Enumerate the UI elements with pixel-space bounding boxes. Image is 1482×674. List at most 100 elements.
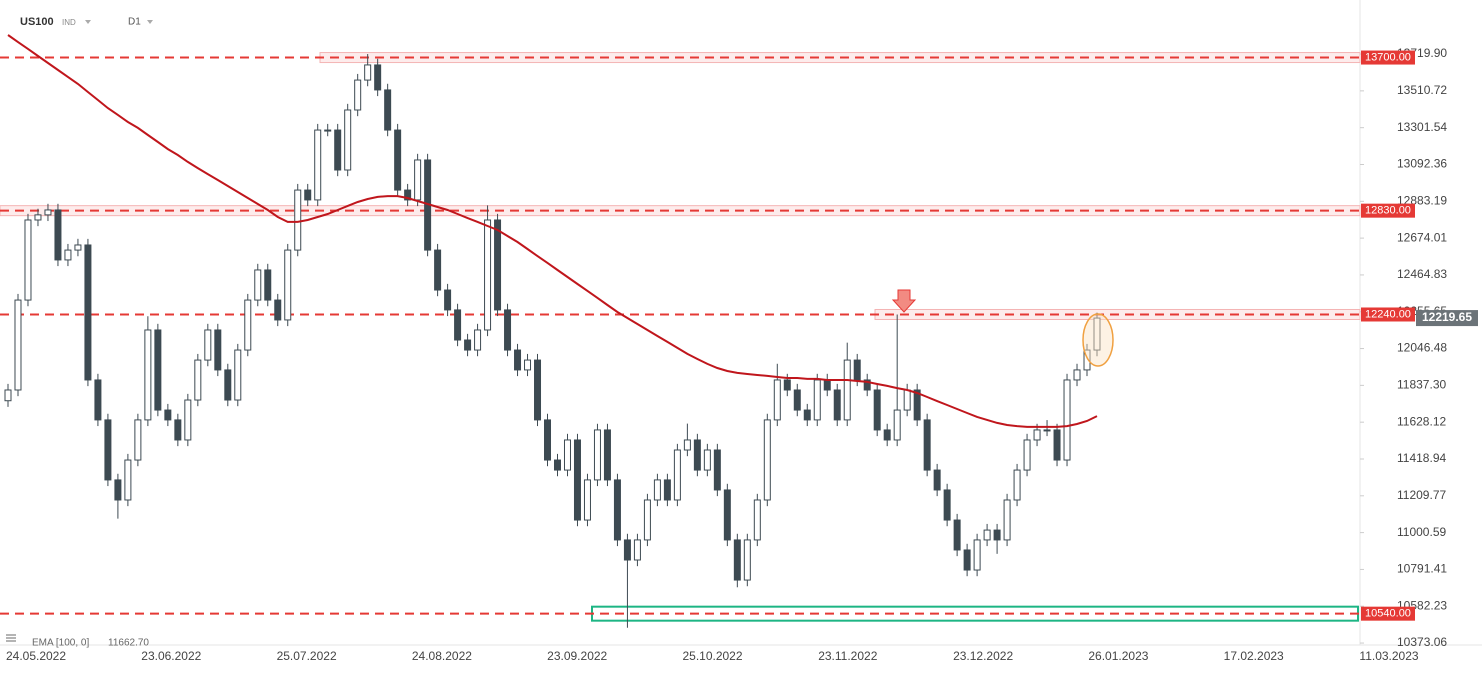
candle-body — [743, 539, 751, 581]
candle-body — [534, 359, 542, 421]
candle-body — [294, 189, 302, 251]
candle-body — [484, 219, 492, 331]
arrow-marker — [891, 289, 917, 313]
y-tick-label: 12464.83 — [1397, 267, 1447, 281]
candle-body — [963, 549, 971, 571]
x-tick-label: 24.08.2022 — [412, 649, 472, 663]
legend-icon — [6, 634, 16, 642]
candle-body — [4, 389, 12, 402]
candle-body — [274, 299, 282, 321]
y-tick-label: 11628.12 — [1397, 414, 1446, 428]
y-tick-label: 13092.36 — [1397, 157, 1447, 171]
level-label: 10540.00 — [1365, 608, 1411, 620]
candle-body — [783, 379, 791, 391]
y-tick-label: 11000.59 — [1397, 525, 1446, 539]
candle-body — [474, 329, 482, 351]
candle-body — [264, 269, 272, 301]
candle-body — [913, 389, 921, 421]
candle-body — [1013, 469, 1021, 501]
x-tick-label: 23.06.2022 — [141, 649, 201, 663]
candle-body — [563, 439, 571, 471]
candle-body — [124, 459, 132, 501]
candle-body — [64, 249, 72, 261]
candle-body — [733, 539, 741, 581]
candle-body — [374, 64, 382, 91]
dropdown-icon[interactable] — [147, 20, 153, 24]
candle-body — [703, 449, 711, 471]
legend-name: EMA [100, 0] — [32, 638, 89, 649]
candle-body — [623, 539, 631, 561]
candle-body — [773, 379, 781, 421]
current-price: 12219.65 — [1422, 310, 1472, 324]
candle-body — [304, 189, 312, 201]
candle-body — [314, 129, 322, 201]
y-tick-label: 13510.72 — [1397, 83, 1447, 97]
level-label-box — [1361, 50, 1415, 65]
candle-body — [983, 529, 991, 541]
candle-body — [883, 429, 891, 441]
candle-body — [763, 419, 771, 501]
x-tick-label: 11.03.2023 — [1359, 649, 1418, 663]
candle-body — [14, 299, 22, 391]
dropdown-icon[interactable] — [85, 20, 91, 24]
candle-body — [494, 219, 502, 311]
candle-body — [284, 249, 292, 321]
level-label-box — [1361, 606, 1415, 621]
candle-body — [334, 129, 342, 171]
candle-body — [713, 449, 721, 491]
current-price-box — [1416, 310, 1478, 327]
x-tick-label: 23.09.2022 — [547, 649, 607, 663]
x-tick-label: 23.12.2022 — [953, 649, 1013, 663]
candle-body — [254, 269, 262, 301]
candle-body — [583, 479, 591, 521]
candle-body — [753, 499, 761, 541]
candle-body — [114, 479, 122, 501]
level-label: 13700.00 — [1365, 51, 1411, 63]
y-tick-label: 11209.77 — [1397, 488, 1446, 502]
interval[interactable]: D1 — [128, 17, 141, 28]
candle-body — [84, 244, 92, 381]
candle-body — [693, 439, 701, 471]
candle-body — [164, 409, 172, 421]
candle-body — [464, 339, 472, 351]
y-tick-label: 12046.48 — [1397, 341, 1447, 355]
candle-body — [384, 89, 392, 131]
candle-body — [1083, 349, 1091, 371]
level-label: 12240.00 — [1365, 308, 1411, 320]
candle-body — [224, 369, 232, 401]
y-tick-label: 10791.41 — [1397, 562, 1447, 576]
y-tick-label: 11418.94 — [1397, 451, 1446, 465]
candle-body — [354, 79, 362, 111]
candle-body — [663, 479, 671, 501]
candle-body — [444, 289, 452, 311]
x-tick-label: 23.11.2022 — [818, 649, 877, 663]
level-label: 12830.00 — [1365, 205, 1411, 217]
candle-body — [823, 379, 831, 391]
candle-body — [1023, 439, 1031, 471]
candle-body — [364, 64, 372, 81]
y-tick-label: 13301.54 — [1397, 120, 1447, 134]
instrument-kind: IND — [62, 18, 76, 27]
candle-body — [953, 519, 961, 551]
candle-body — [524, 359, 532, 371]
highlight-ellipse — [1082, 313, 1114, 367]
candle-body — [44, 209, 52, 216]
candle-body — [653, 479, 661, 501]
candle-body — [394, 129, 402, 191]
level-label-box — [1361, 307, 1415, 322]
candle-body — [1003, 499, 1011, 541]
x-tick-label: 24.05.2022 — [6, 649, 66, 663]
candle-body — [1053, 429, 1061, 461]
candle-body — [813, 379, 821, 421]
symbol[interactable]: US100 — [20, 16, 54, 28]
y-tick-label: 10373.06 — [1397, 635, 1447, 649]
legend: EMA [100, 0] 11662.70 — [6, 634, 149, 649]
candle-body — [673, 449, 681, 501]
y-tick-label: 11837.30 — [1397, 378, 1446, 392]
candle-body — [1073, 369, 1081, 381]
candle-body — [893, 409, 901, 441]
candle-body — [344, 109, 352, 171]
candle-body — [74, 244, 82, 251]
